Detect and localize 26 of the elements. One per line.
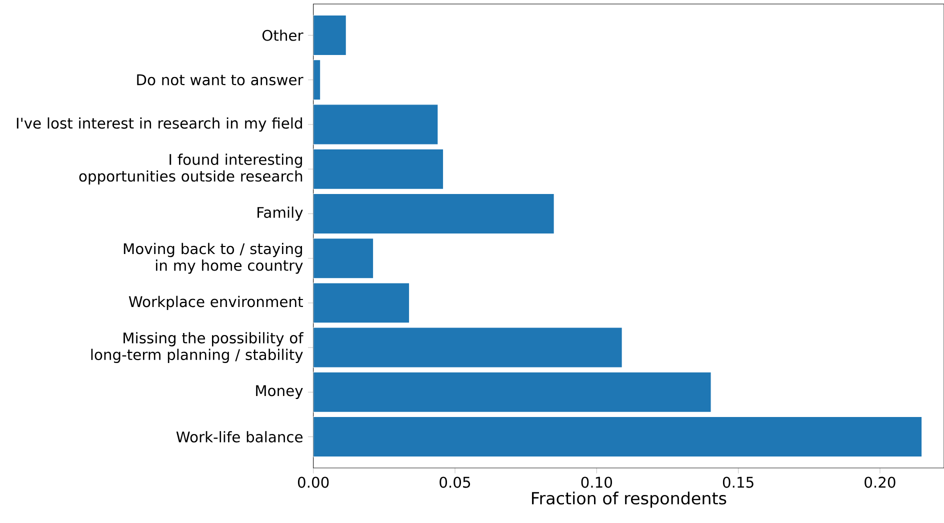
bar (313, 104, 438, 146)
y-tick-label: Missing the possibility of long-term planning / stability (91, 332, 304, 364)
bar (313, 238, 374, 279)
bar (313, 193, 554, 234)
bar (313, 60, 320, 100)
y-tick-label: Work-life balance (176, 431, 303, 443)
bar (313, 148, 444, 190)
y-tick-label: Other (262, 30, 304, 42)
bar (313, 14, 347, 56)
bar (313, 282, 410, 324)
y-tick-label: Money (256, 385, 303, 400)
y-tick-label: Workplace environment (128, 296, 303, 310)
x-tick-label: 0.05 (440, 476, 470, 488)
bar (313, 327, 622, 368)
x-axis-title: Fraction of respondents (532, 492, 726, 508)
bar (313, 416, 922, 458)
y-tick-label: I've lost interest in research in my field (16, 118, 302, 132)
y-tick-label: Family (258, 206, 303, 221)
x-tick-label: 0.15 (722, 476, 754, 488)
x-tick-label: 0.20 (864, 476, 896, 488)
y-tick-label: Moving back to / staying in my home country (124, 243, 303, 274)
y-tick-label: Do not want to answer (137, 74, 304, 86)
bar (313, 372, 712, 413)
x-tick-label: 0.00 (298, 476, 329, 488)
x-tick-label: 0.10 (581, 476, 612, 488)
y-tick-label: I found interesting opportunities outside research (79, 154, 302, 185)
